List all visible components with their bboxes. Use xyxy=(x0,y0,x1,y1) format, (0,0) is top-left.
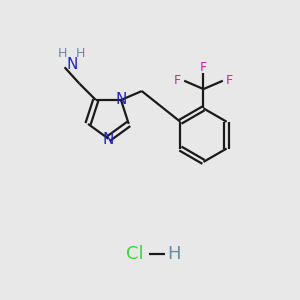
Text: N: N xyxy=(116,92,127,107)
Text: N: N xyxy=(102,132,113,147)
Text: F: F xyxy=(200,61,207,74)
Text: F: F xyxy=(226,74,233,87)
Text: F: F xyxy=(174,74,181,87)
Text: H: H xyxy=(75,46,85,59)
Text: H: H xyxy=(167,245,181,263)
Text: H: H xyxy=(58,46,67,59)
Text: Cl: Cl xyxy=(126,245,144,263)
Text: N: N xyxy=(66,57,78,72)
